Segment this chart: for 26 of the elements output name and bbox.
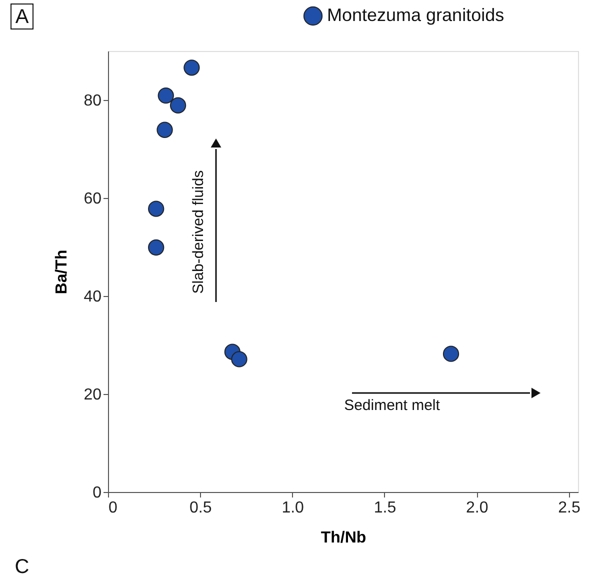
x-tick-label: 0 <box>108 500 118 516</box>
point <box>184 60 200 76</box>
x-axis-title: Th/Nb <box>320 530 366 546</box>
point <box>231 351 248 368</box>
point <box>442 346 460 362</box>
y-tick-label: 80 <box>84 92 102 110</box>
point <box>156 122 173 138</box>
x-tick-label: 2.5 <box>558 500 581 516</box>
y-axis-title: Ba/Th <box>54 250 71 294</box>
point <box>148 200 164 217</box>
y-tick-label: 40 <box>84 288 102 306</box>
point <box>170 97 186 114</box>
x-tick-label: 1.0 <box>282 500 304 516</box>
annotation: Sediment melt <box>344 397 441 414</box>
legend-label: Montezuma granitoids <box>327 5 504 25</box>
y-tick-label: 0 <box>92 484 102 502</box>
x-tick-label: 2.0 <box>466 500 488 516</box>
y-tick-label: 60 <box>84 190 102 208</box>
point <box>158 88 174 104</box>
annotation: Slab-derived fluids <box>190 170 207 294</box>
x-tick-label: 0.5 <box>190 500 212 516</box>
y-tick-label: 20 <box>84 386 102 404</box>
text: A <box>15 6 30 28</box>
text: C <box>14 556 30 577</box>
x-tick-label: 1.5 <box>374 500 396 516</box>
point <box>148 239 164 256</box>
